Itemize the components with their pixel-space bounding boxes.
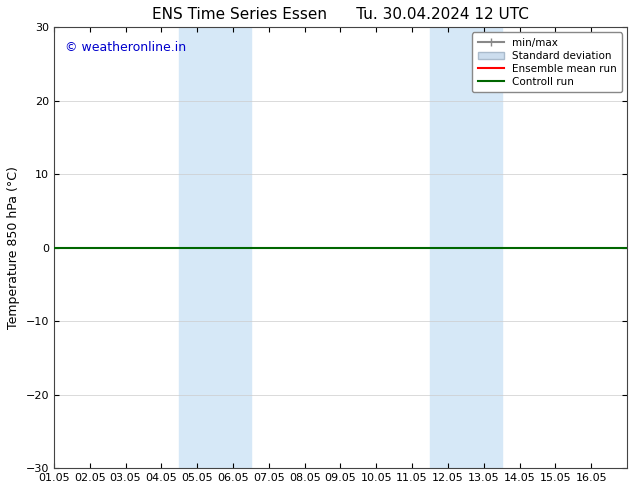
Bar	[179, 27, 251, 468]
Y-axis label: Temperature 850 hPa (°C): Temperature 850 hPa (°C)	[7, 166, 20, 329]
Text: © weatheronline.in: © weatheronline.in	[65, 41, 186, 53]
Legend: min/max, Standard deviation, Ensemble mean run, Controll run: min/max, Standard deviation, Ensemble me…	[472, 32, 622, 92]
Title: ENS Time Series Essen      Tu. 30.04.2024 12 UTC: ENS Time Series Essen Tu. 30.04.2024 12 …	[152, 7, 529, 22]
Bar	[430, 27, 501, 468]
